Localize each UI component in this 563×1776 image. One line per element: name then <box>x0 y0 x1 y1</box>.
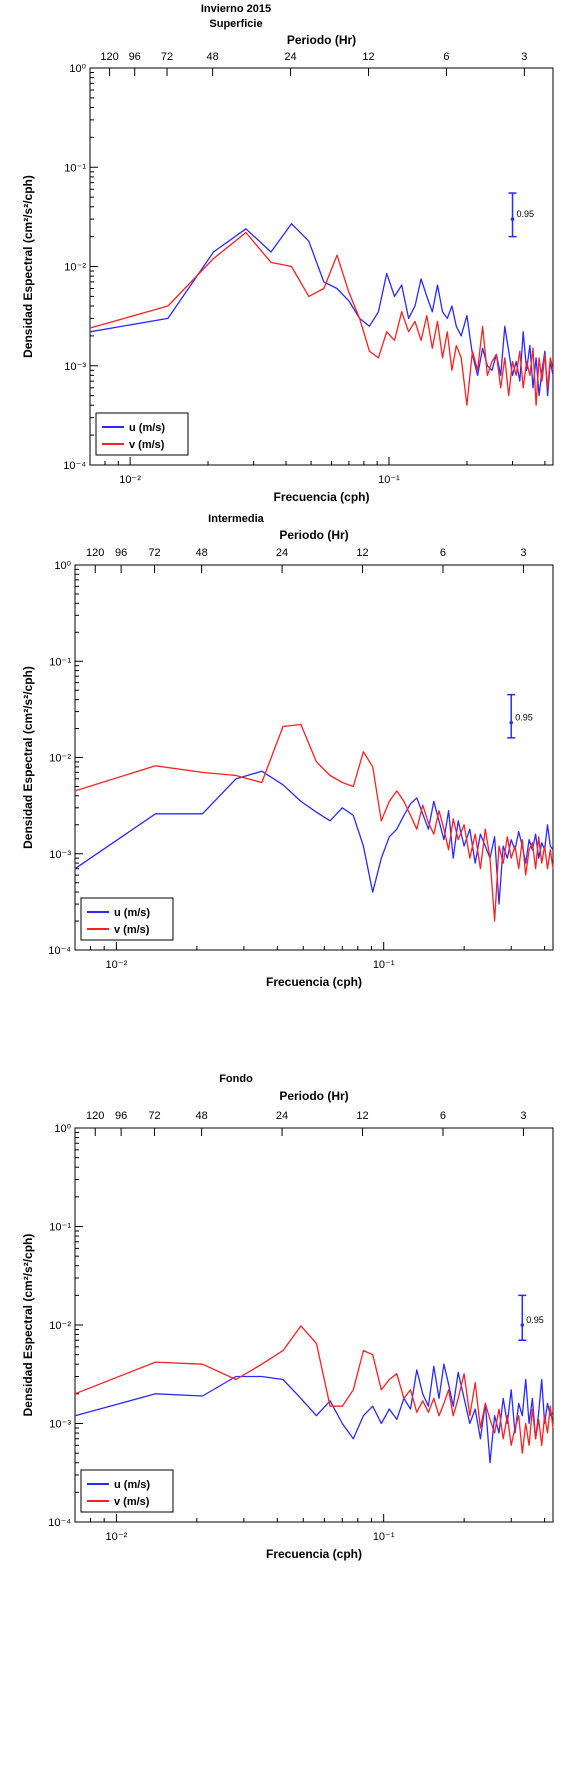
y-tick-label: 10⁻² <box>64 262 86 274</box>
x-axis-label: Frecuencia (cph) <box>266 975 362 989</box>
y-tick-label: 10⁻⁴ <box>48 1517 71 1529</box>
confidence-label: 0.95 <box>515 713 533 723</box>
panel-title: Superficie <box>209 18 262 30</box>
top-axis-label: Periodo (Hr) <box>279 528 348 542</box>
period-tick-label: 48 <box>195 1110 207 1122</box>
period-tick-label: 24 <box>284 51 296 63</box>
y-tick-label: 10⁻³ <box>49 1419 71 1431</box>
period-tick-label: 12 <box>362 51 374 63</box>
plot-frame <box>74 1127 554 1523</box>
x-axis-label: Frecuencia (cph) <box>273 490 369 504</box>
y-tick-label: 10⁻¹ <box>49 656 71 668</box>
period-tick-label: 24 <box>276 1110 288 1122</box>
period-tick-label: 6 <box>440 1110 446 1122</box>
figure-title: Invierno 2015 <box>201 3 271 15</box>
period-tick-label: 12 <box>356 547 368 559</box>
series-line-v <box>89 231 554 406</box>
period-tick-label: 120 <box>86 1110 104 1122</box>
period-tick-label: 48 <box>195 547 207 559</box>
y-tick-label: 10⁻⁴ <box>48 945 71 957</box>
panel-intermedia: Intermedia Periodo (Hr) 10⁰ 10⁻¹ 10⁻² 10⁻³ 10⁻… <box>21 513 554 989</box>
panel-superficie: Superficie Periodo (Hr) 10⁰ 10⁻¹ 10⁻² 10⁻³ 10⁻… <box>21 18 554 504</box>
period-tick-label: 48 <box>207 51 219 63</box>
y-tick-label: 10⁻⁴ <box>63 460 86 472</box>
y-tick-label: 10⁰ <box>69 63 86 75</box>
y-axis-label: Densidad Espectral (cm²/s²/cph) <box>21 666 35 849</box>
period-tick-label: 120 <box>86 547 104 559</box>
series-line-v <box>74 1325 554 1454</box>
x-tick-label: 10⁻² <box>106 1531 128 1543</box>
legend-label-v: v (m/s) <box>114 1496 150 1508</box>
panel-title: Fondo <box>219 1073 253 1085</box>
period-tick-label: 24 <box>276 547 288 559</box>
series-line-u <box>74 770 554 905</box>
period-tick-label: 3 <box>520 1110 526 1122</box>
y-tick-label: 10⁻¹ <box>64 162 86 174</box>
legend-label-u: u (m/s) <box>129 422 165 434</box>
legend-box <box>80 1469 174 1513</box>
x-tick-label: 10⁻¹ <box>373 1531 395 1543</box>
legend-label-v: v (m/s) <box>114 924 150 936</box>
legend-box <box>80 897 174 941</box>
top-axis-label: Periodo (Hr) <box>287 33 356 47</box>
confidence-center <box>520 1323 525 1327</box>
y-axis-label: Densidad Espectral (cm²/s²/cph) <box>21 1234 35 1417</box>
period-tick-label: 96 <box>115 547 127 559</box>
series-line-u <box>89 223 554 397</box>
series-line-u <box>74 1363 554 1464</box>
period-tick-label: 96 <box>115 1110 127 1122</box>
period-tick-label: 3 <box>521 51 527 63</box>
y-tick-label: 10⁰ <box>54 560 71 572</box>
y-tick-label: 10⁻² <box>49 1320 71 1332</box>
y-axis-label: Densidad Espectral (cm²/s²/cph) <box>21 175 35 358</box>
x-tick-label: 10⁻² <box>119 474 141 486</box>
period-tick-label: 3 <box>520 547 526 559</box>
period-tick-label: 6 <box>440 547 446 559</box>
plot-frame <box>89 67 554 466</box>
confidence-center <box>509 720 514 725</box>
legend-label-v: v (m/s) <box>129 439 165 451</box>
x-tick-label: 10⁻¹ <box>378 474 400 486</box>
period-tick-label: 6 <box>443 51 449 63</box>
period-tick-label: 72 <box>161 51 173 63</box>
y-tick-label: 10⁻² <box>49 753 71 765</box>
x-axis-label: Frecuencia (cph) <box>266 1547 362 1561</box>
period-tick-label: 72 <box>148 1110 160 1122</box>
period-tick-label: 120 <box>100 51 118 63</box>
legend-label-u: u (m/s) <box>114 907 150 919</box>
y-tick-label: 10⁻³ <box>49 849 71 861</box>
x-tick-label: 10⁻¹ <box>373 959 395 971</box>
confidence-label: 0.95 <box>517 209 535 219</box>
series-line-v <box>74 723 554 922</box>
panel-title: Intermedia <box>208 513 265 525</box>
legend-label-u: u (m/s) <box>114 1479 150 1491</box>
panel-fondo: Fondo Periodo (Hr) 10⁰ 10⁻¹ 10⁻² 10⁻³ 10⁻⁴ 10⁻²… <box>21 1073 554 1561</box>
period-tick-label: 72 <box>148 547 160 559</box>
period-tick-label: 96 <box>129 51 141 63</box>
confidence-center <box>510 217 515 221</box>
y-tick-label: 10⁰ <box>54 1123 71 1135</box>
x-tick-label: 10⁻² <box>106 959 128 971</box>
legend-box <box>95 412 189 456</box>
top-axis-label: Periodo (Hr) <box>279 1089 348 1103</box>
period-tick-label: 12 <box>356 1110 368 1122</box>
confidence-label: 0.95 <box>526 1315 544 1325</box>
y-tick-label: 10⁻³ <box>64 361 86 373</box>
y-tick-label: 10⁻¹ <box>49 1222 71 1234</box>
